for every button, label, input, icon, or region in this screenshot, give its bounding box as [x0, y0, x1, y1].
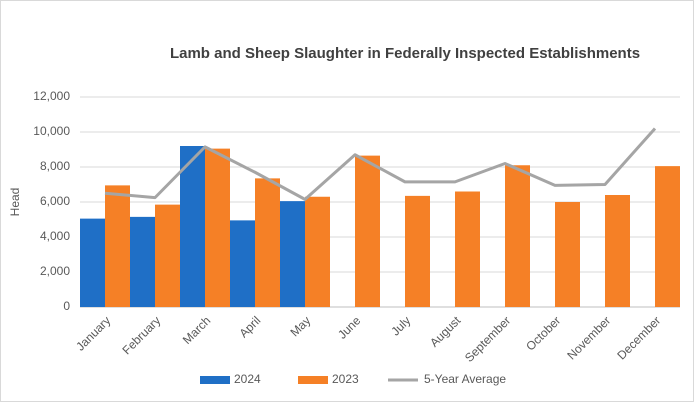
y-tick-label: 6,000	[40, 194, 70, 208]
line	[104, 127, 657, 201]
y-tick-label: 2,000	[40, 264, 70, 278]
bar	[105, 185, 130, 307]
bar	[255, 178, 280, 307]
legend-swatch	[200, 376, 230, 384]
y-tick-label: 10,000	[33, 124, 70, 138]
bar	[405, 195, 430, 307]
bar	[155, 204, 180, 307]
bar	[505, 165, 530, 307]
bar	[455, 191, 480, 307]
bar	[280, 201, 305, 307]
bar	[605, 195, 630, 307]
y-tick-label: 4,000	[40, 229, 70, 243]
y-tick-label: 12,000	[33, 89, 70, 103]
bar	[180, 146, 205, 307]
bar	[355, 155, 380, 307]
bar	[130, 216, 155, 307]
legend-swatch	[298, 376, 328, 384]
legend-label: 5-Year Average	[424, 372, 506, 386]
y-tick-label: 8,000	[40, 159, 70, 173]
bar	[230, 220, 255, 307]
bar	[555, 202, 580, 307]
bar	[655, 166, 680, 307]
bar	[80, 218, 105, 307]
y-tick-label: 0	[63, 299, 70, 313]
bar	[305, 196, 330, 307]
y-axis-label: Head	[8, 188, 22, 217]
legend-label: 2023	[332, 372, 359, 386]
chart-title: Lamb and Sheep Slaughter in Federally In…	[170, 45, 640, 62]
legend-label: 2024	[234, 372, 261, 386]
bar	[205, 148, 230, 307]
